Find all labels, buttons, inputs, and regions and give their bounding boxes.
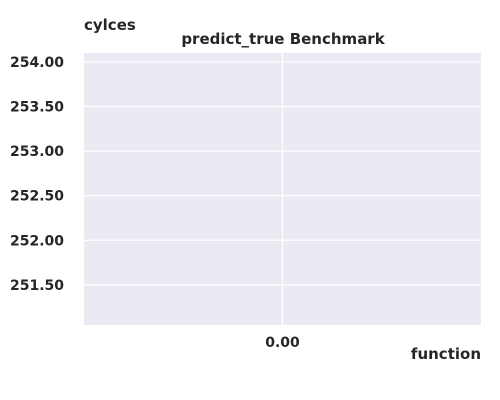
y-tick-label: 253.00	[10, 144, 64, 160]
y-tick-label: 254.00	[10, 55, 64, 71]
chart-title: predict_true Benchmark	[181, 30, 385, 48]
x-axis-label: function	[411, 345, 481, 363]
y-tick-labels: 251.50 252.00 252.50 253.00 253.50 254.00	[10, 55, 64, 294]
x-tick-label: 0.00	[265, 335, 300, 351]
x-tick-labels: 0.00	[265, 335, 300, 351]
y-tick-label: 251.50	[10, 278, 64, 294]
y-tick-label: 253.50	[10, 100, 64, 116]
y-tick-label: 252.00	[10, 233, 64, 249]
y-tick-label: 252.50	[10, 189, 64, 205]
y-axis-label: cylces	[84, 16, 136, 34]
